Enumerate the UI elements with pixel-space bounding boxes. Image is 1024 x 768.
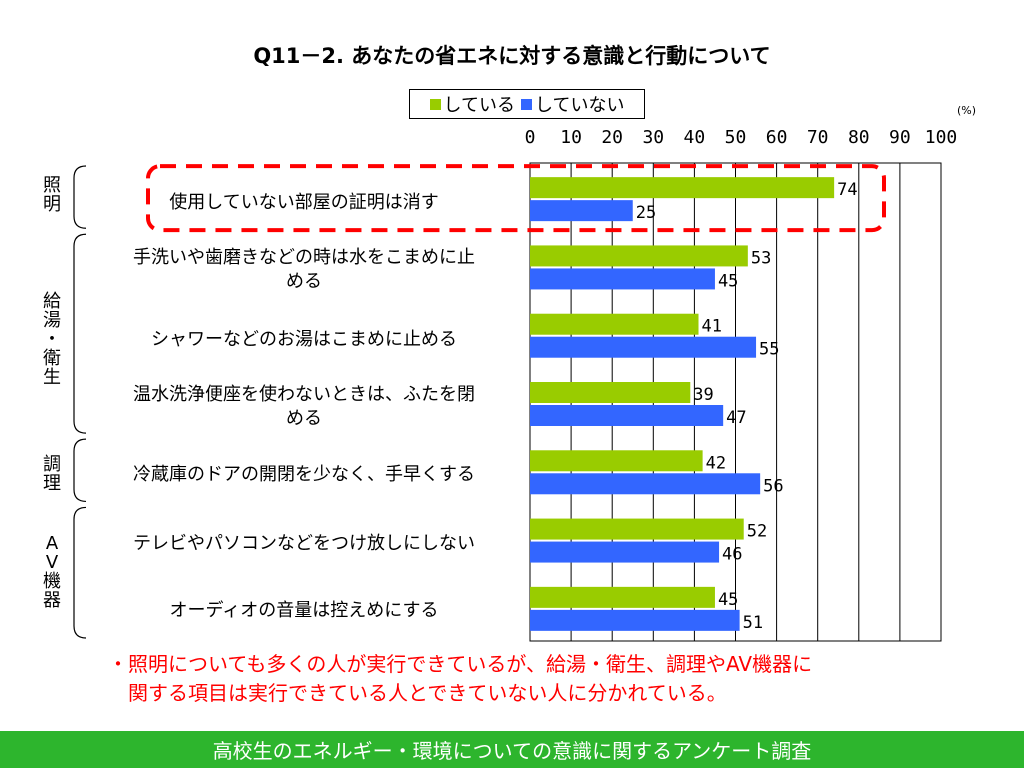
category-label-toilet-lid: 温水洗浄便座を使わないときは、ふたを閉 める	[94, 383, 514, 431]
legend-swatch-doing	[429, 98, 441, 110]
legend-item-doing: している	[429, 91, 515, 117]
data-label-not-doing-3: 47	[726, 408, 746, 428]
tick-label-90: 90	[889, 127, 911, 148]
group-bracket-1	[73, 233, 87, 434]
group-bracket-2	[73, 438, 87, 503]
category-label-lights-off: 使用していない部屋の証明は消す	[169, 192, 439, 213]
data-label-not-doing-6: 51	[743, 613, 763, 633]
data-label-doing-5: 52	[747, 522, 767, 542]
bar-not-doing-3	[530, 405, 724, 426]
data-label-doing-2: 41	[702, 317, 722, 337]
data-label-not-doing-2: 55	[759, 340, 779, 360]
category-label-fridge: 冷蔵庫のドアの開閉を少なく、手早くする	[133, 464, 475, 485]
legend-item-not-doing: していない	[521, 91, 624, 117]
bar-not-doing-6	[530, 609, 740, 631]
category-label-tv-pc: テレビやパソコンなどをつけ放しにしない	[133, 533, 475, 554]
bar-doing-5	[530, 518, 744, 540]
group-label-lighting: 照 明	[43, 175, 61, 215]
category-label-audio: オーディオの音量は控えめにする	[169, 600, 439, 621]
category-label-water-stop-line1: 手洗いや歯磨きなどの時は水をこまめに止	[133, 247, 475, 268]
tick-label-10: 10	[560, 127, 582, 148]
bar-doing-0	[530, 177, 835, 199]
tick-label-70: 70	[807, 127, 829, 148]
bar-not-doing-1	[530, 268, 715, 290]
summary-note: ・照明についても多くの人が実行できているが、給湯・衛生、調理やAV機器に 関する…	[108, 650, 968, 708]
highlight-box	[146, 164, 886, 233]
summary-note-line1: ・照明についても多くの人が実行できているが、給湯・衛生、調理やAV機器に	[108, 652, 813, 676]
legend-label-not-doing: していない	[535, 95, 625, 116]
tick-label-100: 100	[925, 127, 958, 148]
group-label-hot-water: 給 湯 ・ 衛 生	[43, 291, 61, 388]
bar-doing-2	[530, 313, 699, 335]
bar-doing-6	[530, 586, 715, 608]
tick-label-20: 20	[601, 127, 623, 148]
tick-label-30: 30	[642, 127, 664, 148]
data-label-doing-1: 53	[751, 248, 771, 268]
legend-label-doing: している	[443, 95, 515, 116]
bar-not-doing-0	[530, 200, 633, 222]
bar-not-doing-4	[530, 473, 761, 495]
bar-doing-1	[530, 245, 748, 267]
footer-banner: 高校生のエネルギー・環境についての意識に関するアンケート調査	[0, 731, 1024, 768]
category-label-toilet-lid-line1: 温水洗浄便座を使わないときは、ふたを閉	[133, 384, 475, 405]
category-label-toilet-lid-line2: める	[286, 408, 322, 429]
chart-title: Q11－2. あなたの省エネに対する意識と行動について	[253, 44, 771, 68]
unit-label: (%)	[957, 104, 977, 117]
chart-legend: している していない	[409, 89, 645, 119]
data-label-not-doing-0: 25	[636, 203, 656, 223]
data-label-doing-4: 42	[706, 453, 726, 473]
group-label-av: A V 機 器	[43, 533, 61, 611]
tick-label-80: 80	[848, 127, 870, 148]
category-label-water-stop: 手洗いや歯磨きなどの時は水をこまめに止 める	[94, 246, 514, 294]
data-label-doing-6: 45	[718, 590, 738, 610]
data-label-not-doing-5: 46	[722, 545, 742, 565]
tick-label-0: 0	[525, 127, 536, 148]
bar-doing-3	[530, 382, 691, 403]
group-bracket-3	[73, 506, 87, 639]
tick-label-50: 50	[725, 127, 747, 148]
group-label-cooking: 調 理	[43, 454, 61, 494]
tick-label-60: 60	[766, 127, 788, 148]
data-label-doing-3: 39	[693, 385, 713, 405]
bar-doing-4	[530, 450, 703, 472]
summary-note-line2: 関する項目は実行できている人とできていない人に分かれている。	[128, 681, 727, 705]
category-label-shower: シャワーなどのお湯はこまめに止める	[151, 329, 457, 350]
bar-not-doing-5	[530, 541, 720, 563]
category-label-water-stop-line2: める	[286, 271, 322, 292]
tick-label-40: 40	[684, 127, 706, 148]
bar-not-doing-2	[530, 336, 757, 358]
data-label-not-doing-1: 45	[718, 271, 738, 291]
group-bracket-0	[73, 165, 87, 229]
legend-swatch-not-doing	[521, 98, 532, 110]
data-label-doing-0: 74	[837, 180, 857, 200]
data-label-not-doing-4: 56	[763, 476, 783, 496]
